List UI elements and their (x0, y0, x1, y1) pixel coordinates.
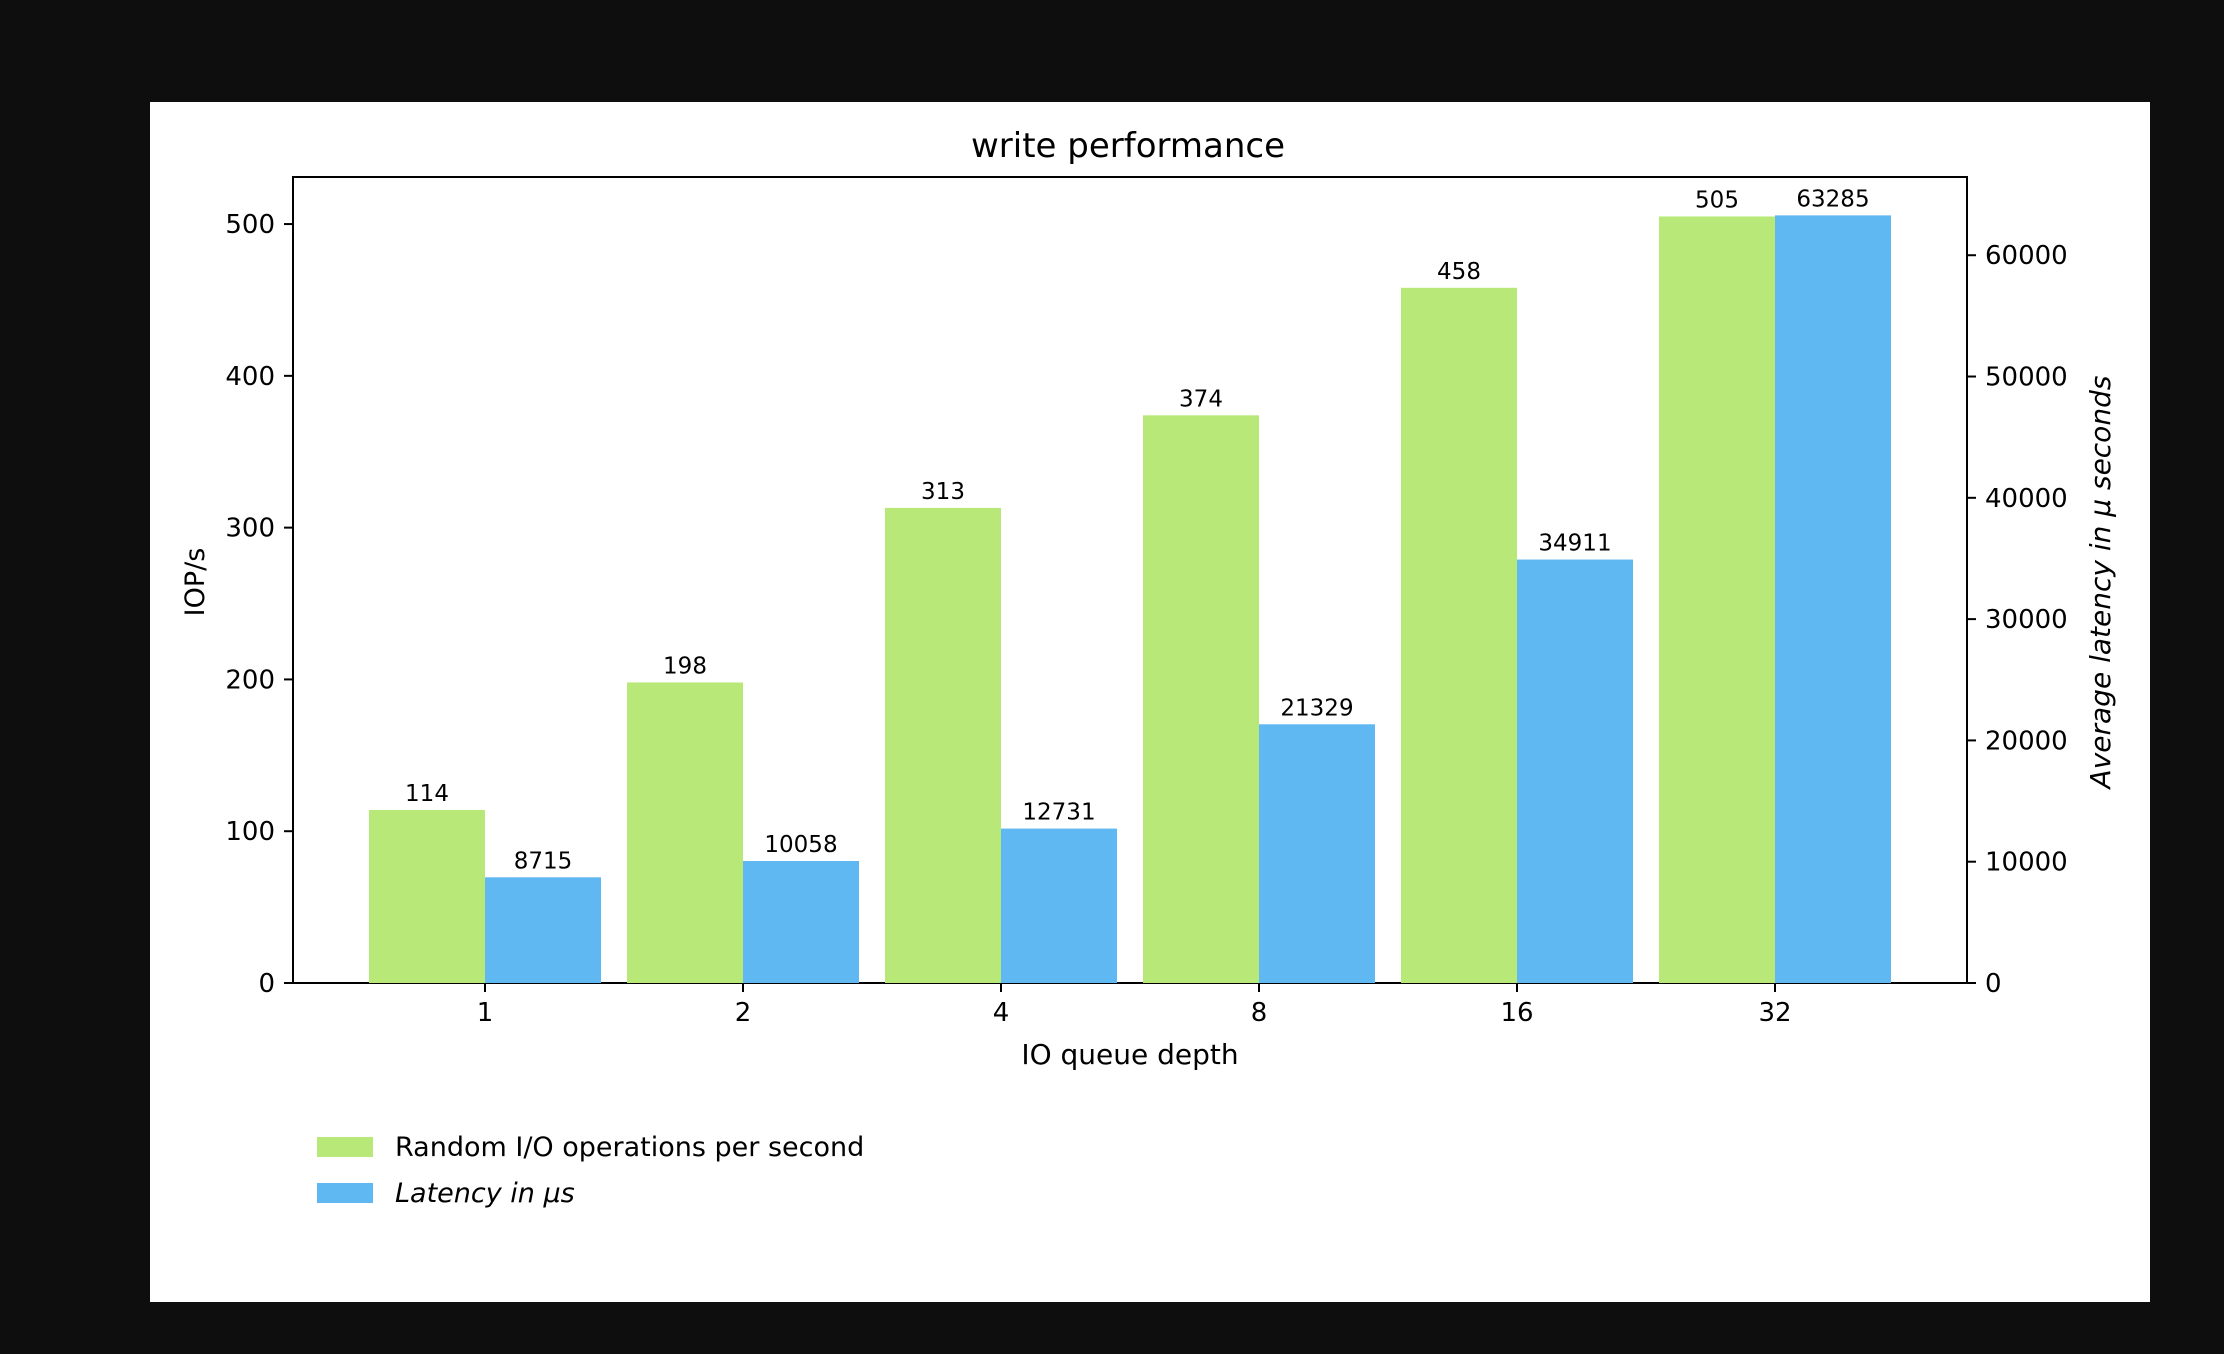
bar-iops (885, 507, 1001, 983)
y-tick-label-left: 400 (225, 362, 275, 392)
x-tick-label: 8 (1251, 998, 1268, 1028)
legend-label: Latency in μs (395, 1178, 575, 1209)
y-tick-label-right: 40000 (1985, 484, 2068, 514)
data-label-iops: 198 (663, 653, 707, 679)
data-label-iops: 313 (921, 479, 965, 505)
x-tick-label: 4 (993, 998, 1010, 1028)
bar-iops (369, 809, 485, 983)
legend: Random I/O operations per second Latency … (317, 1132, 864, 1209)
y-tick-label-right: 60000 (1985, 241, 2068, 271)
y-axis-label-right: Average latency in μ seconds (2084, 376, 2117, 791)
y-tick-label-left: 0 (258, 969, 275, 999)
y-tick-label-right: 50000 (1985, 363, 2068, 393)
data-label-latency: 63285 (1796, 186, 1869, 212)
chart-title: write performance (971, 126, 1285, 166)
data-label-latency: 34911 (1538, 531, 1611, 557)
legend-swatch (317, 1137, 373, 1157)
y-axis-label-left: IOP/s (180, 548, 211, 617)
data-label-iops: 114 (405, 781, 449, 807)
x-tick-label: 16 (1500, 998, 1533, 1028)
data-label-iops: 505 (1695, 187, 1739, 213)
y-tick-label-left: 500 (225, 210, 275, 240)
legend-swatch (317, 1183, 373, 1203)
bar-chart: write performance IO queue depth IOP/s A… (180, 126, 2117, 1209)
x-tick-label: 32 (1758, 998, 1791, 1028)
y-tick-label-right: 30000 (1985, 605, 2068, 635)
bar-iops (1143, 415, 1259, 983)
y-tick-label-left: 100 (225, 817, 275, 847)
bar-iops (627, 682, 743, 983)
data-label-latency: 10058 (764, 832, 837, 858)
plot-frame (292, 176, 1968, 984)
data-label-iops: 458 (1437, 259, 1481, 285)
y-tick-label-right: 20000 (1985, 726, 2068, 756)
y-tick-label-right: 0 (1985, 969, 2002, 999)
x-tick-label: 2 (735, 998, 752, 1028)
x-tick-label: 1 (477, 998, 494, 1028)
bar-iops (1659, 216, 1775, 983)
bar-latency (1517, 559, 1633, 983)
legend-label: Random I/O operations per second (395, 1132, 864, 1163)
bar-latency (1001, 828, 1117, 983)
data-label-latency: 21329 (1280, 695, 1353, 721)
bar-iops (1401, 287, 1517, 983)
data-label-latency: 12731 (1022, 800, 1095, 826)
chart-panel: write performance IO queue depth IOP/s A… (150, 102, 2150, 1302)
bar-latency (743, 861, 859, 983)
data-label-iops: 374 (1179, 386, 1223, 412)
y-tick-label-left: 200 (225, 665, 275, 695)
x-axis-label: IO queue depth (1021, 1038, 1238, 1071)
bar-latency (1775, 215, 1891, 984)
bar-latency (1259, 724, 1375, 983)
bar-latency (485, 877, 601, 983)
y-tick-label-right: 10000 (1985, 848, 2068, 878)
data-label-latency: 8715 (514, 848, 573, 874)
y-tick-label-left: 300 (225, 514, 275, 544)
